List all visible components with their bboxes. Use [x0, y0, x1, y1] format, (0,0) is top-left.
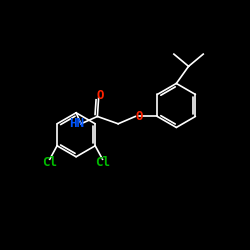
Text: O: O: [96, 89, 104, 102]
Text: Cl: Cl: [42, 156, 57, 170]
Text: O: O: [135, 110, 143, 123]
Text: HN: HN: [69, 117, 84, 130]
Text: Cl: Cl: [95, 156, 110, 170]
